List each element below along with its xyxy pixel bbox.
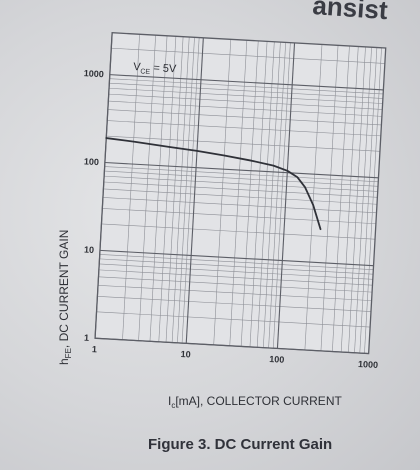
x-grid-minor-line	[165, 36, 184, 343]
figure-caption: Figure 3. DC Current Gain	[148, 436, 332, 453]
x-grid-minor-line	[181, 37, 200, 344]
y-grid-minor-line	[96, 311, 371, 328]
x-grid-minor-line	[171, 37, 190, 343]
y-grid-minor-line	[109, 87, 383, 104]
gain-curve-group	[105, 137, 322, 231]
y-grid-minor-line	[103, 188, 377, 205]
annotation-subscript: CE	[140, 68, 150, 76]
y-grid-minor-line	[109, 82, 383, 99]
annotation-value: = 5V	[150, 62, 177, 75]
y-grid-minor-line	[98, 276, 373, 293]
slide-title-fragment: ansist	[312, 0, 389, 25]
x-grid-minor-line	[268, 42, 286, 348]
x-grid-minor-line	[213, 39, 232, 345]
y-grid-major-line	[99, 249, 374, 267]
x-grid-minor-line	[149, 35, 168, 342]
y-grid-minor-line	[98, 269, 373, 286]
y-axis-label-subscript: FE	[64, 348, 73, 358]
x-grid-major-line	[276, 42, 296, 349]
vce-annotation: VCE = 5V	[133, 61, 177, 77]
y-grid-minor-line	[104, 166, 379, 183]
x-grid-minor-line	[332, 45, 350, 352]
x-grid-minor-line	[229, 40, 248, 346]
gain-curve-series-0	[105, 137, 322, 231]
y-grid-minor-line	[101, 223, 376, 240]
y-grid-minor-line	[104, 170, 378, 187]
x-grid-minor-line	[354, 47, 372, 353]
x-grid-minor-line	[263, 42, 281, 348]
x-grid-minor-line	[122, 34, 140, 340]
y-grid-minor-line	[107, 109, 382, 126]
minor-grid	[96, 32, 386, 354]
x-grid-minor-line	[359, 47, 378, 354]
x-axis-label-subscript: c	[171, 401, 175, 410]
y-grid-minor-line	[99, 263, 373, 280]
y-grid-minor-line	[98, 285, 372, 301]
y-grid-minor-line	[99, 254, 374, 270]
x-grid-minor-line	[348, 46, 366, 353]
x-axis-label-i: I	[168, 394, 171, 408]
x-tick-label: 10	[180, 349, 191, 360]
y-tick-label: 1000	[84, 68, 105, 79]
y-grid-minor-line	[99, 258, 374, 275]
y-tick-label: 10	[84, 244, 95, 255]
x-grid-minor-line	[320, 45, 339, 351]
x-tick-label: 100	[269, 354, 285, 365]
y-tick-label: 1	[84, 333, 90, 343]
x-axis-label: Ic[mA], COLLECTOR CURRENT	[168, 394, 342, 410]
y-axis-label-h: h	[57, 358, 71, 365]
x-grid-minor-line	[272, 42, 291, 349]
annotation-v: V	[133, 61, 142, 73]
y-grid-minor-line	[107, 120, 381, 137]
x-grid-major-line	[185, 37, 204, 344]
plot-frame	[94, 32, 387, 355]
y-grid-minor-line	[102, 208, 376, 225]
y-grid-minor-line	[109, 78, 384, 95]
y-grid-minor-line	[102, 197, 377, 214]
x-grid-minor-line	[304, 44, 323, 350]
x-grid-minor-line	[249, 41, 268, 347]
x-grid-minor-line	[340, 46, 359, 353]
x-axis-label-text: [mA], COLLECTOR CURRENT	[175, 394, 342, 408]
y-grid-minor-line	[104, 175, 378, 192]
y-grid-minor-line	[106, 135, 380, 152]
y-grid-minor-line	[103, 181, 378, 198]
x-grid-minor-line	[138, 35, 156, 341]
y-axis-label-text: , DC CURRENT GAIN	[57, 230, 71, 348]
x-grid-minor-line	[240, 40, 259, 347]
plot-area: 1 10 100 1000 1 10 100 1000 VCE = 5V	[84, 32, 387, 370]
y-grid-minor-line	[111, 47, 385, 64]
x-grid-minor-line	[364, 47, 382, 354]
y-grid-minor-line	[97, 296, 371, 312]
y-tick-label: 100	[84, 156, 100, 167]
y-axis-label: hFE, DC CURRENT GAIN	[57, 230, 73, 365]
plot-background	[95, 32, 386, 354]
x-grid-minor-line	[158, 36, 177, 342]
x-tick-label: 1	[92, 344, 98, 354]
y-grid-minor-line	[108, 100, 382, 117]
y-grid-major-line	[109, 74, 384, 91]
x-tick-label: 1000	[358, 359, 379, 370]
y-grid-major-line	[104, 161, 379, 179]
y-axis-ticks: 1 10 100 1000	[84, 68, 105, 343]
y-grid-minor-line	[108, 93, 383, 110]
x-grid-minor-line	[177, 37, 195, 343]
x-axis-ticks: 1 10 100 1000	[92, 344, 379, 370]
x-grid-minor-line	[256, 41, 275, 348]
